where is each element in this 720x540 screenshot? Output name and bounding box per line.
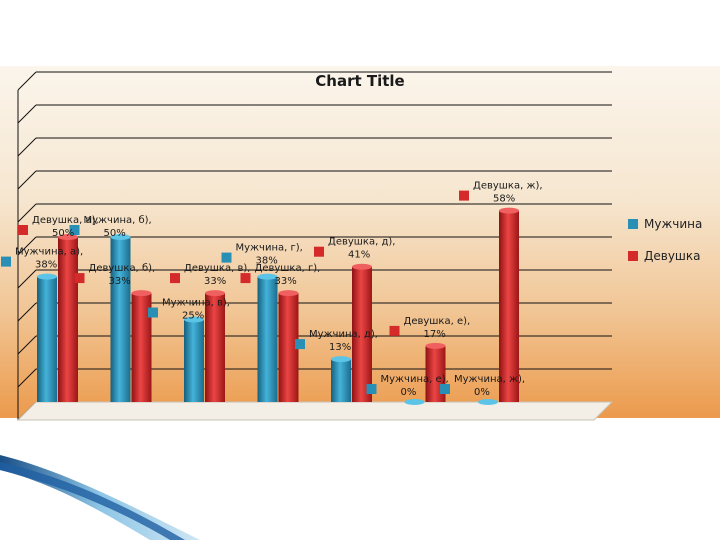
legend-item-men: Мужчина	[628, 215, 718, 233]
gridline-wall	[17, 104, 37, 124]
data-label-marker	[18, 225, 28, 235]
bar-men-1	[110, 237, 131, 402]
bar-cap	[37, 273, 57, 280]
data-label: Девушка, г), 33%	[255, 263, 321, 287]
data-label-marker	[69, 225, 80, 235]
gridline-wall	[17, 335, 37, 355]
bar-cap	[352, 263, 372, 270]
bar-women-6	[499, 210, 519, 402]
bar-cap	[278, 290, 299, 297]
bar-cap	[184, 316, 204, 323]
data-label-marker	[459, 190, 469, 201]
data-label: Мужчина, ж), 0%	[454, 374, 525, 398]
legend-swatch-men	[628, 219, 638, 229]
bar-men-0	[37, 276, 57, 402]
data-label: Девушка, д), 41%	[328, 237, 395, 261]
data-label: Мужчина, е), 0%	[381, 374, 449, 398]
bars-layer	[37, 207, 519, 405]
chart-floor	[16, 401, 614, 421]
gridlines	[16, 71, 614, 421]
bar-cap	[478, 399, 498, 405]
data-labels-layer: Мужчина, а), 38%Мужчина, б), 50% Мужчина, в…	[1, 181, 543, 398]
data-label: Девушка, е), 17%	[404, 316, 471, 340]
chart-title: Chart Title	[315, 72, 405, 90]
gridline-wall	[17, 368, 37, 388]
data-label-marker	[221, 252, 232, 263]
data-label-marker	[74, 273, 85, 284]
bar-cap	[257, 273, 278, 280]
data-label-marker	[148, 307, 158, 318]
bar-cap	[425, 342, 446, 349]
gridline-wall	[17, 71, 37, 91]
legend: Мужчина Девушка	[628, 215, 718, 279]
bar-cap	[331, 356, 351, 363]
data-label: Мужчина, г), 38%	[236, 243, 303, 267]
bar-cap	[110, 234, 131, 240]
data-label-marker	[240, 273, 251, 284]
data-label: Девушка, б), 33%	[89, 263, 156, 287]
bar-men-3	[257, 276, 278, 402]
data-label: Мужчина, б), 50%	[84, 215, 152, 239]
gridline-wall	[17, 269, 37, 289]
gridline-wall	[17, 236, 37, 256]
gridline-wall	[17, 203, 37, 223]
bar-men-4	[331, 359, 351, 402]
legend-swatch-women	[628, 251, 638, 261]
data-label-marker	[389, 325, 400, 336]
data-label-marker	[314, 246, 324, 257]
legend-label-men: Мужчина	[644, 217, 703, 231]
data-label: Мужчина, д), 13%	[309, 329, 378, 353]
slide-top-area	[0, 0, 720, 66]
bar-women-4	[352, 266, 372, 402]
bar-men-2	[184, 319, 204, 402]
data-label-marker	[170, 273, 180, 284]
data-label: Девушка, а), 50%	[32, 215, 99, 239]
data-label: Мужчина, а), 38%	[15, 247, 83, 271]
data-label-marker	[366, 384, 377, 394]
data-label: Мужчина, в), 25%	[162, 298, 230, 322]
gridline-wall	[17, 137, 37, 157]
data-label: Девушка, ж), 58%	[473, 181, 543, 205]
legend-label-women: Девушка	[644, 249, 701, 263]
legend-item-women: Девушка	[628, 247, 718, 265]
data-label-marker	[1, 256, 11, 267]
decorative-wave	[0, 455, 200, 540]
bar-cap	[404, 399, 425, 405]
gridline-wall	[17, 302, 37, 322]
bar-cap	[58, 234, 78, 240]
data-label-marker	[440, 384, 450, 394]
bar-women-2	[205, 293, 225, 402]
bar-cap	[205, 290, 225, 297]
bar-women-1	[131, 293, 152, 402]
bar-women-0	[58, 237, 78, 402]
bar-cap	[131, 290, 152, 297]
data-label: Девушка, в), 33%	[184, 263, 250, 287]
bar-cap	[499, 207, 519, 214]
bar-women-3	[278, 293, 299, 402]
gridline-wall	[17, 170, 37, 190]
data-label-marker	[295, 339, 305, 350]
